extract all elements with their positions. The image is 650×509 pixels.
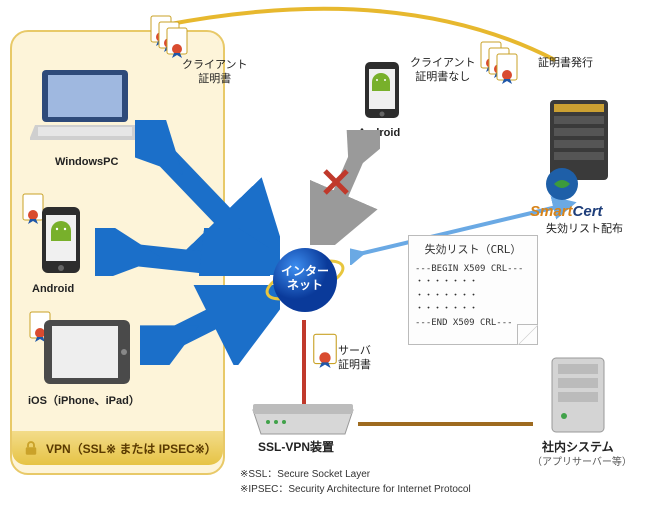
cert-icon <box>164 26 190 58</box>
lock-icon <box>22 439 40 457</box>
windows-pc <box>30 65 140 145</box>
android-client <box>38 205 84 277</box>
smartcert-logo: SmartCert <box>530 202 603 222</box>
crl-dots: ・・・・・・・ <box>415 303 531 317</box>
link-internet-sslvpn <box>300 320 308 405</box>
internet-globe: インターネット <box>265 240 345 320</box>
ios-client <box>42 318 132 388</box>
crl-dots: ・・・・・・・ <box>415 290 531 304</box>
internal-system-sublabel: （アプリサーバー等） <box>532 456 632 469</box>
crl-title: 失効リスト（CRL） <box>415 242 531 259</box>
crl-document: 失効リスト（CRL） ---BEGIN X509 CRL--- ・・・・・・・ … <box>408 235 538 345</box>
link-sslvpn-internal <box>358 418 538 438</box>
android-client-label: Android <box>32 282 74 296</box>
footnote-ipsec: ※IPSEC：Security Architecture for Interne… <box>240 482 471 497</box>
ssl-vpn-label: SSL-VPN装置 <box>258 440 334 456</box>
cert-icon <box>494 52 520 84</box>
vpn-banner: VPN（SSL※ または IPSEC※） <box>12 431 223 465</box>
smartcert-sublabel: 失効リスト配布 <box>546 222 623 236</box>
footnotes: ※SSL：Secure Socket Layer ※IPSEC：Security… <box>240 467 471 497</box>
cert-icon <box>310 332 340 368</box>
android-nocert-sublabel: クライアント 証明書なし <box>410 56 476 85</box>
blocked-x-icon <box>322 168 350 196</box>
cert-issue-label: 証明書発行 <box>538 56 593 70</box>
server-cert-label: サーバ 証明書 <box>338 344 371 373</box>
footnote-ssl: ※SSL：Secure Socket Layer <box>240 467 471 482</box>
crl-begin: ---BEGIN X509 CRL--- <box>415 263 531 277</box>
smartcert-server <box>532 92 622 202</box>
internal-system <box>538 352 618 442</box>
internet-label: インターネット <box>265 264 345 293</box>
vpn-banner-label: VPN（SSL※ または IPSEC※） <box>46 440 217 457</box>
arrow-android-internet <box>95 228 270 276</box>
arrow-ios-internet <box>140 285 280 365</box>
internal-system-label: 社内システム <box>542 440 614 456</box>
android-nocert <box>362 60 402 122</box>
crl-end: ---END X509 CRL--- <box>415 317 531 331</box>
ssl-vpn-device <box>248 398 358 438</box>
ios-client-label: iOS（iPhone、iPad） <box>28 394 140 408</box>
windows-pc-label: WindowsPC <box>55 155 118 169</box>
client-cert-label: クライアント 証明書 <box>182 58 248 87</box>
crl-dots: ・・・・・・・ <box>415 276 531 290</box>
